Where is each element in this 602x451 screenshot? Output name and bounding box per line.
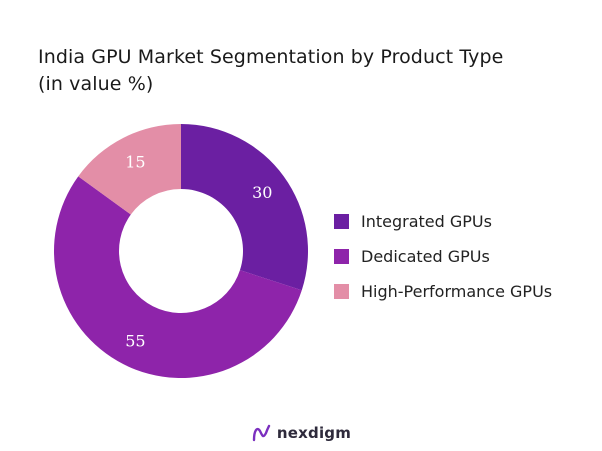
slice-dedicated-gpus <box>53 176 302 379</box>
chart-title-line-2: (in value %) <box>38 73 154 95</box>
legend-item-high-performance-gpus: High-Performance GPUs <box>334 274 552 309</box>
slice-high-performance-gpus <box>78 124 181 215</box>
chart-legend: Integrated GPUs Dedicated GPUs High-Perf… <box>334 204 552 309</box>
brand-name: nexdigm <box>276 424 352 442</box>
brand-footer: nexdigm <box>0 423 602 443</box>
legend-item-integrated-gpus: Integrated GPUs <box>334 204 552 239</box>
nexdigm-logo-icon <box>252 424 271 442</box>
legend-label: Integrated GPUs <box>361 212 492 231</box>
chart-title-line-1: India GPU Market Segmentation by Product… <box>38 46 504 68</box>
legend-label: Dedicated GPUs <box>361 247 490 266</box>
legend-label: High-Performance GPUs <box>361 282 553 301</box>
slice-label-high-performance-gpus: 15 <box>125 152 145 171</box>
slice-label-dedicated-gpus: 55 <box>125 332 145 351</box>
legend-item-dedicated-gpus: Dedicated GPUs <box>334 239 552 274</box>
slice-integrated-gpus <box>181 124 308 291</box>
legend-swatch <box>334 214 349 229</box>
chart-title: India GPU Market Segmentation by Product… <box>38 44 503 98</box>
legend-swatch <box>334 284 349 299</box>
legend-swatch <box>334 249 349 264</box>
slice-label-integrated-gpus: 30 <box>252 183 272 202</box>
